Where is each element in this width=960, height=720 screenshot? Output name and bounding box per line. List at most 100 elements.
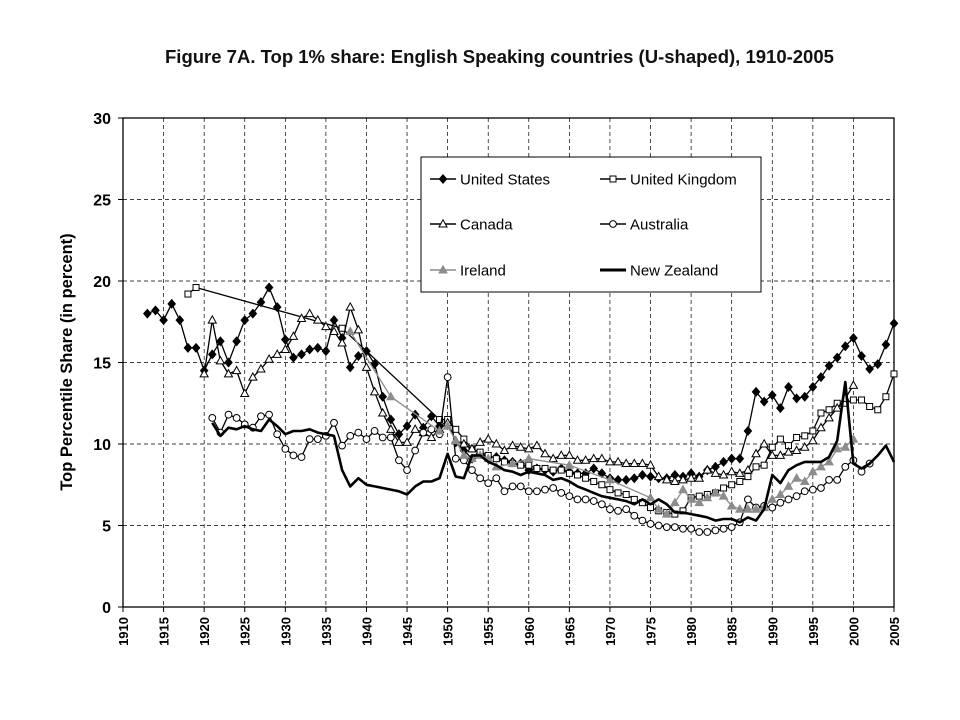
data-point [313, 435, 322, 444]
data-point [580, 455, 591, 464]
data-point [589, 497, 598, 505]
data-point [702, 492, 713, 502]
data-point [215, 355, 226, 365]
data-point [410, 424, 421, 433]
data-point [687, 524, 696, 533]
data-point [646, 471, 655, 482]
data-point [573, 471, 581, 479]
data-point [452, 425, 460, 433]
data-point [257, 412, 265, 421]
data-point [801, 432, 809, 440]
data-point [588, 453, 599, 463]
data-point [370, 427, 379, 435]
axis-layer: 0 5 10 15 20 25 30 1910 1915 1920 1925 1930 1935 1940… [93, 111, 902, 646]
data-point [517, 461, 525, 469]
series-united-kingdom [184, 284, 898, 518]
data-point [370, 359, 379, 370]
data-point [491, 438, 502, 448]
data-point [500, 458, 508, 466]
data-point [832, 443, 843, 453]
data-point [629, 458, 640, 468]
data-point [312, 314, 323, 324]
data-point [597, 500, 606, 509]
data-point [743, 464, 753, 474]
data-point [410, 409, 420, 420]
data-point [858, 396, 866, 404]
data-point [793, 433, 801, 441]
data-point [305, 435, 314, 444]
data-point [727, 523, 736, 532]
data-point [670, 523, 679, 532]
data-point [533, 487, 541, 496]
data-point [565, 492, 574, 501]
data-point [443, 373, 452, 382]
data-point [734, 503, 745, 513]
data-point [434, 425, 445, 435]
data-point [451, 454, 460, 463]
data-point [175, 315, 185, 326]
data-point [824, 412, 834, 422]
data-point [743, 503, 753, 513]
data-point [653, 503, 664, 513]
data-point [645, 492, 656, 502]
data-point [605, 474, 615, 484]
data-point [726, 466, 737, 476]
data-point [816, 461, 826, 471]
data-point [694, 473, 705, 482]
data-point [678, 484, 688, 494]
data-point [638, 516, 647, 525]
data-point [751, 503, 761, 513]
data-point [890, 370, 898, 378]
x-tick-label: 1975 [644, 617, 659, 646]
data-point [231, 365, 242, 375]
data-point [565, 469, 573, 477]
data-point [808, 485, 817, 494]
x-tick-label: 1965 [562, 617, 577, 646]
data-point [832, 352, 842, 363]
data-point [661, 474, 672, 484]
legend-box [420, 156, 762, 293]
data-point [816, 422, 826, 432]
legend-entry: Australia [600, 217, 689, 234]
data-point [629, 473, 639, 484]
series-ireland [345, 326, 859, 518]
data-point [159, 315, 168, 326]
data-point [402, 421, 412, 432]
data-point [718, 490, 729, 500]
data-point [523, 453, 534, 463]
data-point [775, 489, 786, 499]
data-point [199, 368, 210, 378]
data-point [557, 466, 565, 474]
x-tick-label: 1995 [806, 617, 821, 646]
data-point [484, 479, 493, 488]
data-point [523, 443, 534, 453]
data-point [800, 391, 810, 402]
series-layer [143, 282, 899, 536]
data-point [345, 301, 356, 311]
data-point [264, 354, 274, 363]
data-point [614, 489, 622, 497]
data-point [436, 416, 444, 424]
data-point [874, 406, 882, 414]
data-point [419, 428, 428, 437]
data-point [224, 357, 233, 368]
data-point [361, 362, 372, 371]
data-point [224, 410, 233, 419]
data-point [800, 487, 809, 496]
data-point [395, 456, 403, 465]
legend-label: New Zealand [630, 263, 718, 280]
data-point [532, 440, 542, 450]
data-point [507, 458, 518, 468]
data-point [582, 474, 590, 482]
data-point [232, 336, 241, 347]
legend-entry: United States [430, 172, 550, 189]
data-point [832, 402, 843, 412]
data-point [825, 406, 833, 414]
legend-entry: Ireland [430, 263, 506, 280]
data-point [515, 442, 526, 451]
data-point [305, 344, 314, 355]
data-point [866, 403, 874, 411]
x-tick-label: 2005 [887, 617, 902, 646]
data-point [661, 508, 672, 518]
